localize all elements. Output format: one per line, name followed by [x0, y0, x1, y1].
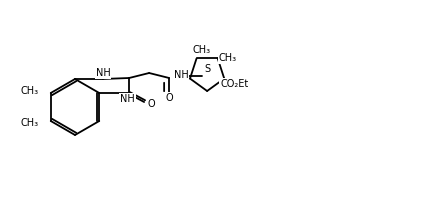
Text: CH₃: CH₃ [193, 45, 210, 55]
Text: O: O [147, 99, 155, 109]
Text: NH: NH [174, 70, 189, 80]
Text: CO₂Et: CO₂Et [220, 79, 248, 89]
Text: CH₃: CH₃ [20, 118, 39, 128]
Text: S: S [204, 64, 210, 74]
Text: CH₃: CH₃ [218, 54, 237, 63]
Text: NH: NH [120, 94, 135, 104]
Text: CH₃: CH₃ [20, 86, 39, 96]
Text: O: O [165, 93, 173, 103]
Text: NH: NH [96, 68, 110, 78]
